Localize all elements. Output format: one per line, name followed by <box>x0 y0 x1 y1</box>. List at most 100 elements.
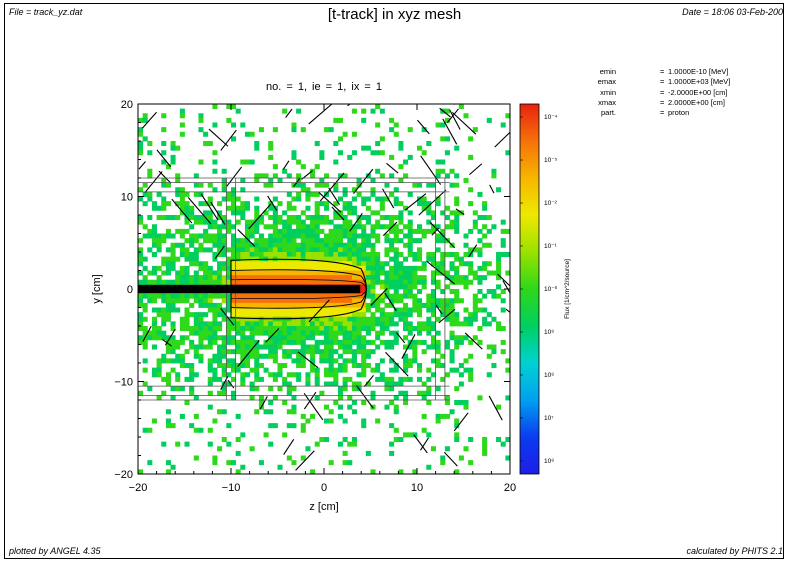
heat-cell <box>272 275 278 281</box>
heat-cell <box>407 289 413 295</box>
heat-cell <box>337 252 343 258</box>
heat-cell <box>282 363 288 369</box>
heat-cell <box>272 238 278 244</box>
heat-cell <box>472 210 478 216</box>
heat-cell <box>458 455 464 461</box>
heat-cell <box>221 293 227 299</box>
heat-cell <box>370 469 376 474</box>
heat-cell <box>203 131 209 137</box>
heat-cell <box>258 307 264 313</box>
heat-cell <box>356 178 362 184</box>
heat-cell <box>291 330 297 336</box>
heat-cell <box>472 316 478 322</box>
heat-cell <box>314 372 320 378</box>
heat-cell <box>365 205 371 211</box>
heat-cell <box>300 164 306 170</box>
heat-cell <box>384 386 390 392</box>
heat-cell <box>314 326 320 332</box>
heat-cell <box>254 312 260 318</box>
heat-cell <box>463 446 469 452</box>
heat-cell <box>440 289 446 295</box>
heat-cell <box>226 372 232 378</box>
heat-cell <box>375 316 381 322</box>
heat-cell <box>468 154 474 160</box>
heat-cell <box>379 270 385 276</box>
heat-cell <box>268 312 274 318</box>
colorbar-tick-label: 10⁻¹ <box>544 243 558 250</box>
heat-cell <box>440 460 446 466</box>
heat-cell <box>421 261 427 267</box>
heat-cell <box>286 330 292 336</box>
heat-cell <box>403 205 409 211</box>
heat-cell <box>337 404 343 410</box>
heat-cell <box>151 372 157 378</box>
heat-cell <box>486 344 492 350</box>
heat-cell <box>203 312 209 318</box>
heat-cell <box>361 302 367 308</box>
heat-cell <box>296 363 302 369</box>
heat-cell <box>347 376 353 382</box>
heat-cell <box>342 298 348 304</box>
heat-cell <box>305 326 311 332</box>
heat-cell <box>296 215 302 221</box>
heat-cell <box>165 256 171 262</box>
heat-cell <box>175 339 181 345</box>
heat-cell <box>324 367 330 373</box>
contour-streak <box>494 131 510 148</box>
heat-cell <box>310 353 316 359</box>
heat-cell <box>347 404 353 410</box>
heat-cell <box>454 344 460 350</box>
heat-cell <box>161 215 167 221</box>
heat-cell <box>347 270 353 276</box>
contour-streak <box>435 304 443 315</box>
heat-cell <box>398 164 404 170</box>
heat-cell <box>407 275 413 281</box>
heat-cell <box>249 224 255 230</box>
heat-cell <box>207 215 213 221</box>
heat-cell <box>324 127 330 133</box>
heat-cell <box>254 376 260 382</box>
heat-cell <box>244 201 250 207</box>
heat-cell <box>235 312 241 318</box>
heat-cell <box>319 339 325 345</box>
heat-cell <box>151 330 157 336</box>
contour-streak <box>138 161 146 170</box>
heat-cell <box>221 307 227 313</box>
heat-cell <box>189 372 195 378</box>
heat-cell <box>449 168 455 174</box>
heat-cell <box>296 196 302 202</box>
heat-cell <box>403 432 409 438</box>
heat-cell <box>472 302 478 308</box>
heat-cell <box>449 367 455 373</box>
heat-cell <box>347 256 353 262</box>
heat-cell <box>444 344 450 350</box>
heat-cell <box>454 437 460 443</box>
heat-cell <box>151 335 157 341</box>
contour-streak <box>420 155 442 185</box>
heat-cell <box>272 261 278 267</box>
heat-cell <box>435 330 441 336</box>
heat-cell <box>277 265 283 271</box>
heat-cell <box>421 349 427 355</box>
heat-cell <box>221 215 227 221</box>
heat-cell <box>370 210 376 216</box>
heat-cell <box>472 293 478 299</box>
heat-cell <box>333 358 339 364</box>
heat-cell <box>240 321 246 327</box>
heat-cell <box>175 298 181 304</box>
heat-cell <box>412 265 418 271</box>
heat-cell <box>333 381 339 387</box>
heat-cell <box>156 363 162 369</box>
heat-cell <box>486 242 492 248</box>
heat-cell <box>505 228 510 234</box>
heat-cell <box>314 316 320 322</box>
heat-cell <box>138 219 144 225</box>
heat-cell <box>337 275 343 281</box>
heat-cell <box>435 196 441 202</box>
heat-cell <box>254 210 260 216</box>
heat-cell <box>291 154 297 160</box>
heat-cell <box>337 367 343 373</box>
heat-cell <box>282 293 288 299</box>
heat-cell <box>207 233 213 239</box>
heat-cell <box>268 145 274 151</box>
